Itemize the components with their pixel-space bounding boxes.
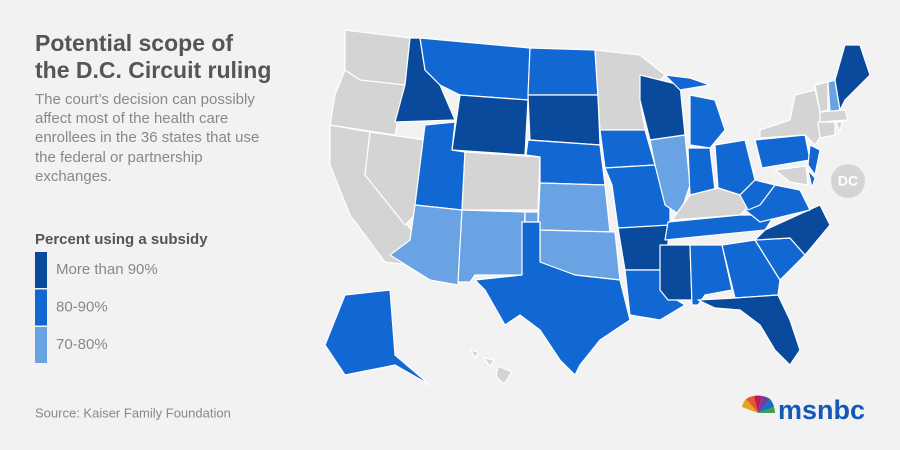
state [461,151,541,211]
dc-marker [831,164,865,198]
legend-swatch [35,289,47,326]
state [807,169,816,189]
state [819,109,849,123]
us-map: DC [324,29,871,386]
state [664,214,776,241]
state [457,209,526,283]
state [451,94,529,156]
legend-title: Percent using a subsidy [35,231,208,248]
state [687,147,716,196]
state [527,94,601,146]
state [527,47,599,96]
state [659,244,693,301]
state [599,129,656,169]
state [329,69,406,136]
legend-label: 80-90% [56,298,108,315]
state [689,94,726,149]
title: Potential scope of [35,30,233,56]
state [697,294,801,366]
state [817,121,836,139]
legend-swatch [35,327,47,363]
state [814,81,829,113]
state [324,289,431,386]
state [474,221,631,376]
subtitle: affect most of the health care [35,110,228,127]
legend: More than 90% 80-90% 70-80% [35,252,158,363]
state [483,357,495,367]
state [495,365,513,385]
state [835,121,843,133]
title: the D.C. Circuit ruling [35,57,271,83]
state [664,74,711,91]
dc-label: DC [838,173,858,189]
state [834,44,871,111]
state [469,349,479,359]
subtitle: exchanges. [35,168,112,185]
legend-label: 70-80% [56,336,108,353]
subtitle: the federal or partnership [35,149,203,166]
legend-swatch [35,252,47,288]
state [739,179,776,211]
state [364,131,426,226]
source: Source: Kaiser Family Foundation [35,405,231,420]
logo-mark [742,395,776,413]
subtitle: enrollees in the 36 states that use [35,129,259,146]
legend-label: More than 90% [56,261,158,278]
subtitle: The court’s decision can possibly [35,91,255,108]
state [807,144,821,176]
state [721,239,781,299]
state [774,165,809,186]
logo: msnbc [778,395,865,425]
state [754,134,811,169]
state [537,182,611,233]
state [754,204,831,256]
